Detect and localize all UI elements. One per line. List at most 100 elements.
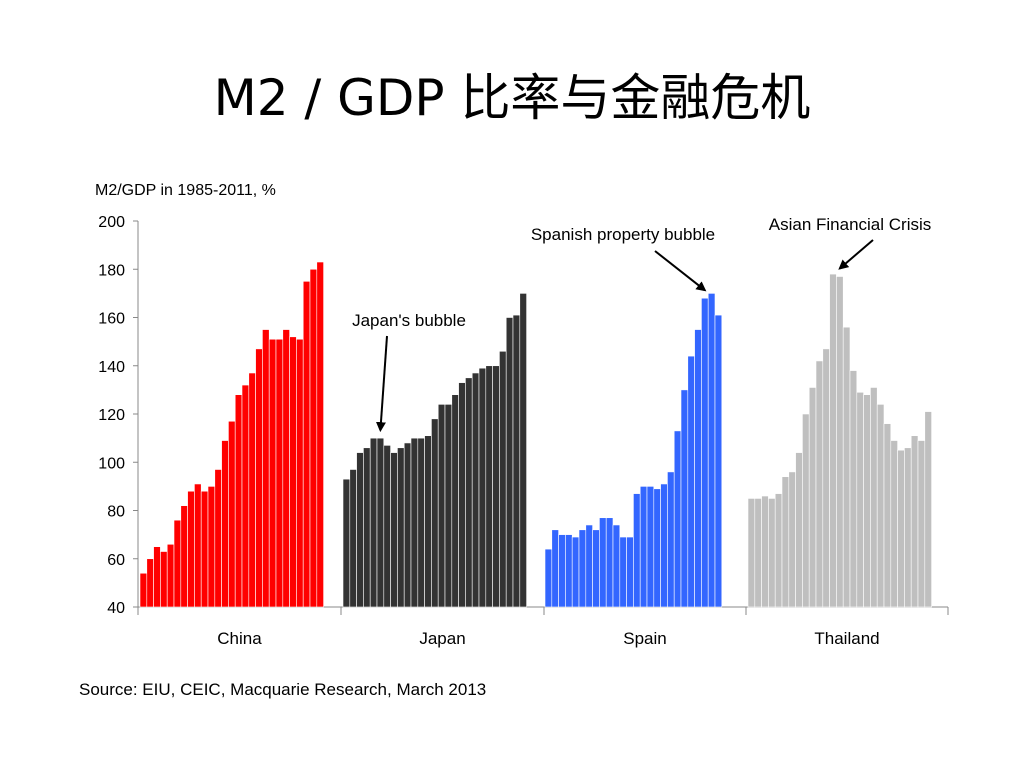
bar [410,437,419,608]
x-category-label: Japan [419,629,465,648]
bar [633,493,641,608]
bar [234,394,243,608]
bar [376,437,385,608]
bar [200,490,209,608]
y-axis-title: M2/GDP in 1985-2011, % [95,182,276,199]
bar [153,546,161,608]
annotation-arrow [375,335,388,433]
annotation-arrow [654,250,707,292]
annotation-arrow [838,239,874,270]
bar [883,423,892,608]
slide-title: M2 / GDP 比率与金融危机 [213,69,811,127]
bar [768,498,776,608]
bar [437,404,446,608]
bar [680,389,689,608]
bar [302,281,311,608]
bar [424,435,432,608]
bar [160,551,168,608]
bar [694,329,702,608]
bar [856,391,864,608]
bar [349,469,357,608]
bar [309,268,318,608]
bar [578,529,587,608]
bar [316,261,324,608]
bar [403,442,412,608]
bar [788,471,796,608]
bars-layer [139,261,932,608]
bar [842,326,851,608]
bar [519,293,527,608]
bar [342,478,351,608]
bar [512,314,521,608]
bar [612,524,621,608]
y-tick-label: 160 [98,311,125,328]
bar [646,486,655,608]
bar [262,329,270,608]
bar [544,548,553,608]
bar [802,413,810,608]
bar [876,404,885,608]
bar [363,447,371,608]
bar [431,418,439,608]
bar [558,534,566,608]
bar [221,440,229,608]
bar [836,276,844,608]
bar [808,387,817,608]
annotation-label: Asian Financial Crisis [769,215,932,234]
bar [180,505,188,608]
bar [761,495,769,608]
bar [890,440,898,608]
y-tick-label: 80 [107,504,125,521]
bar [917,440,926,608]
bar [478,367,487,608]
bar-group-japan [342,293,527,608]
bar [248,372,256,608]
y-tick-label: 40 [107,600,125,617]
bar [485,365,493,608]
bar [924,411,932,608]
bar [714,314,723,608]
bar [571,536,580,608]
y-tick-label: 60 [107,552,125,569]
bar [228,420,236,608]
bar [255,348,263,608]
bar [605,517,614,608]
bar-group-china [139,261,324,608]
annotation-label: Spanish property bubble [531,225,715,244]
bar [492,365,500,608]
bar [214,469,222,608]
bar [673,430,682,608]
bar [774,493,783,608]
bar [465,377,473,608]
bar [241,384,250,608]
bar [870,387,878,608]
bar [585,524,593,608]
bar [815,360,824,608]
bar [369,437,378,608]
bar-group-thailand [747,273,932,608]
y-tick-label: 180 [98,262,125,279]
bar [626,536,634,608]
annotations-layer: Japan's bubble Spanish property bubble Asi… [352,215,932,433]
bar [275,338,284,608]
bar [795,452,803,608]
bar-group-spain [544,293,723,608]
x-category-label: Spain [623,629,666,648]
bar [390,452,398,608]
bar [356,452,364,608]
bar [687,355,695,608]
bar [471,372,480,608]
bar [910,435,919,608]
bar [173,519,182,608]
bar [599,517,607,608]
y-tick-label: 200 [98,214,125,231]
bar [289,336,297,608]
bar [166,543,175,608]
bar [849,370,858,608]
bar [863,394,871,608]
bar [829,273,837,608]
bar [592,529,600,608]
bar [781,476,790,608]
bar [207,486,216,608]
